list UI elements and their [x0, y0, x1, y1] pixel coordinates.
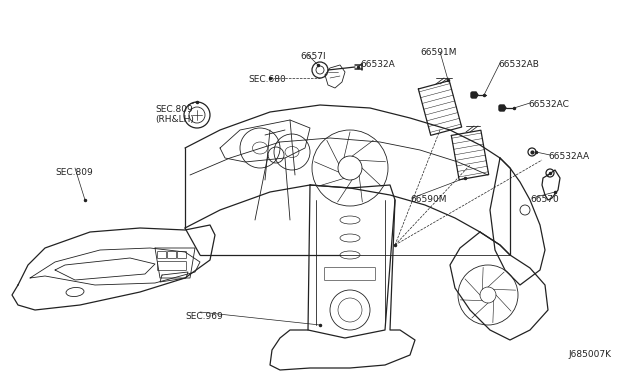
Text: 66532AA: 66532AA: [548, 152, 589, 161]
Text: SEC.809: SEC.809: [55, 168, 93, 177]
Polygon shape: [499, 105, 506, 111]
Text: 6657I: 6657I: [300, 52, 326, 61]
Text: 66591M: 66591M: [420, 48, 456, 57]
Text: 66532AC: 66532AC: [528, 100, 569, 109]
Text: SEC.680: SEC.680: [248, 75, 285, 84]
Text: J685007K: J685007K: [568, 350, 611, 359]
Text: 66532AB: 66532AB: [498, 60, 539, 69]
Text: 66532A: 66532A: [360, 60, 395, 69]
Text: 66570: 66570: [530, 195, 559, 204]
Text: SEC.809
(RH&LH): SEC.809 (RH&LH): [155, 105, 194, 124]
Text: SEC.969: SEC.969: [185, 312, 223, 321]
Polygon shape: [471, 92, 478, 98]
Text: 66590M: 66590M: [410, 195, 447, 204]
